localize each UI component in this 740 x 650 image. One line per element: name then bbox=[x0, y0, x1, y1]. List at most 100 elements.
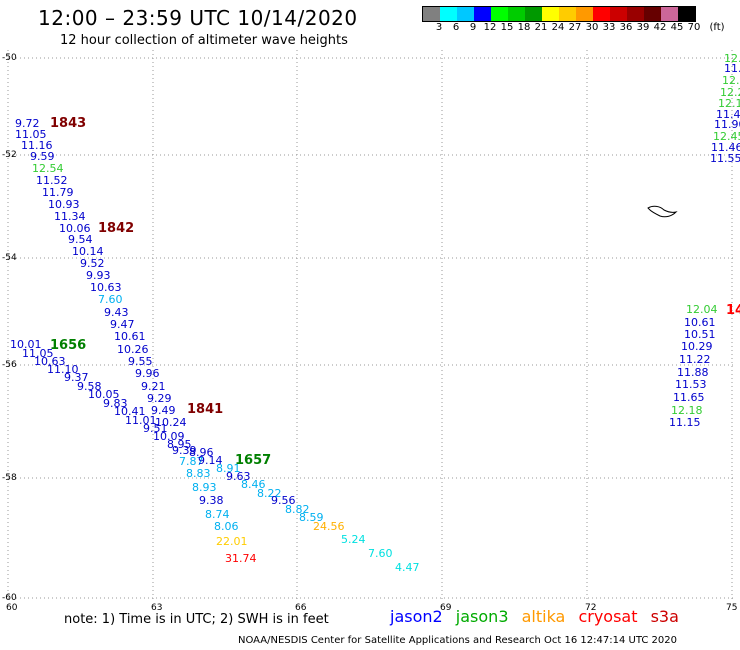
legend-jason3: jason3 bbox=[455, 607, 509, 626]
wave-height-label: 9.51 bbox=[143, 422, 168, 435]
wave-height-label: 9.39 bbox=[172, 444, 197, 457]
color-scale-label: 18 bbox=[517, 22, 531, 33]
color-scale-label: 15 bbox=[500, 22, 514, 33]
color-swatch bbox=[542, 7, 559, 21]
wave-height-label: 12.18 bbox=[671, 404, 703, 417]
color-scale-label: 45 bbox=[670, 22, 684, 33]
color-scale-label: 36 bbox=[619, 22, 633, 33]
color-swatch bbox=[525, 7, 542, 21]
pass-time-label: 14 bbox=[726, 303, 740, 318]
wave-height-label: 8.74 bbox=[205, 508, 230, 521]
color-scale-label: 6 bbox=[452, 22, 460, 33]
wave-height-label: 8.22 bbox=[257, 487, 282, 500]
wave-height-label: 11.88 bbox=[677, 366, 709, 379]
color-scale-label: 9 bbox=[469, 22, 477, 33]
color-scale-label: 30 bbox=[585, 22, 599, 33]
color-swatch bbox=[661, 7, 678, 21]
color-swatch bbox=[559, 7, 576, 21]
wave-height-label: 9.43 bbox=[104, 306, 129, 319]
wave-height-label: 9.83 bbox=[103, 397, 128, 410]
wave-height-label: 31.74 bbox=[225, 552, 257, 565]
latitude-label: -60 bbox=[2, 593, 17, 603]
wave-height-label: 9.54 bbox=[68, 233, 93, 246]
latitude-label: -50 bbox=[2, 53, 17, 63]
color-scale-label: 39 bbox=[636, 22, 650, 33]
wave-height-label: 12.2 bbox=[720, 86, 740, 99]
wave-height-label: 7.87 bbox=[179, 455, 204, 468]
wave-height-label: 10.05 bbox=[88, 388, 120, 401]
wave-height-label: 9.38 bbox=[199, 494, 224, 507]
latitude-label: -52 bbox=[2, 150, 17, 160]
longitude-label: 63 bbox=[151, 603, 163, 613]
page-subtitle: 12 hour collection of altimeter wave hei… bbox=[60, 33, 348, 48]
longitude-label: 66 bbox=[295, 603, 307, 613]
legend-altika: altika bbox=[521, 607, 566, 626]
wave-height-label: 9.96 bbox=[135, 367, 160, 380]
wave-height-label: 10.93 bbox=[48, 198, 80, 211]
wave-height-label: 8.46 bbox=[241, 478, 266, 491]
color-swatch bbox=[474, 7, 491, 21]
wave-height-label: 11.34 bbox=[54, 210, 86, 223]
color-scale-label: 21 bbox=[534, 22, 548, 33]
color-scale-label: 12 bbox=[483, 22, 497, 33]
wave-height-label: 11.53 bbox=[675, 378, 707, 391]
satellite-legend: jason2 jason3 altika cryosat s3a bbox=[390, 607, 687, 626]
color-swatch bbox=[440, 7, 457, 21]
wave-height-label: 12. bbox=[724, 52, 740, 65]
color-swatch bbox=[593, 7, 610, 21]
wave-height-label: 10.26 bbox=[117, 343, 149, 356]
color-scale-label: (ft) bbox=[709, 22, 725, 33]
wave-height-label: 9.14 bbox=[198, 454, 223, 467]
wave-height-label: 10.61 bbox=[114, 330, 146, 343]
color-swatch bbox=[576, 7, 593, 21]
wave-height-label: 9.52 bbox=[80, 257, 105, 270]
wave-height-label: 9.21 bbox=[141, 380, 166, 393]
longitude-label: 72 bbox=[585, 603, 597, 613]
wave-height-label: 11.10 bbox=[47, 363, 79, 376]
wave-height-label: 9.37 bbox=[64, 371, 89, 384]
wave-height-label: 9.93 bbox=[86, 269, 111, 282]
color-swatch bbox=[627, 7, 644, 21]
wave-height-label: 12.54 bbox=[32, 162, 64, 175]
color-swatch bbox=[610, 7, 627, 21]
pass-time-label: 1656 bbox=[50, 338, 87, 353]
wave-height-label: 11.22 bbox=[679, 353, 711, 366]
latitude-label: -54 bbox=[2, 253, 17, 263]
latitude-label: -58 bbox=[2, 473, 17, 483]
pass-time-label: 1841 bbox=[187, 402, 224, 417]
wave-height-label: 10.63 bbox=[90, 281, 122, 294]
color-swatch bbox=[644, 7, 661, 21]
wave-height-label: 9.63 bbox=[226, 470, 251, 483]
wave-height-label: 4.47 bbox=[395, 561, 420, 574]
wave-height-label: 12.45 bbox=[713, 130, 740, 143]
wave-height-label: 8.82 bbox=[285, 503, 310, 516]
color-scale-bar bbox=[422, 6, 696, 22]
wave-height-label: 9.59 bbox=[30, 150, 55, 163]
wave-height-label: 10.41 bbox=[114, 405, 146, 418]
wave-height-label: 10.51 bbox=[684, 328, 716, 341]
wave-height-label: 10.63 bbox=[34, 355, 66, 368]
pass-time-label: 1657 bbox=[235, 453, 272, 468]
wave-height-label: 10.01 bbox=[10, 338, 42, 351]
longitude-label: 75 bbox=[726, 603, 738, 613]
wave-height-label: 11.90 bbox=[714, 118, 740, 131]
wave-height-label: 11.46 bbox=[711, 141, 740, 154]
color-swatch bbox=[678, 7, 695, 21]
wave-height-label: 11.05 bbox=[22, 347, 54, 360]
wave-height-label: 9.29 bbox=[147, 392, 172, 405]
wave-height-label: 9.72 bbox=[15, 117, 40, 130]
footer-note: note: 1) Time is in UTC; 2) SWH is in fe… bbox=[64, 612, 329, 627]
wave-height-label: 11.15 bbox=[669, 416, 701, 429]
wave-height-label: 12. bbox=[722, 74, 740, 87]
wave-height-label: 9.47 bbox=[110, 318, 135, 331]
wave-height-label: 12.1 bbox=[718, 97, 740, 110]
wave-height-label: 11.79 bbox=[42, 186, 74, 199]
wave-height-label: 11.4 bbox=[716, 108, 740, 121]
credit-line: NOAA/NESDIS Center for Satellite Applica… bbox=[238, 635, 677, 646]
wave-height-label: 24.56 bbox=[313, 520, 345, 533]
wave-height-label: 8.96 bbox=[189, 446, 214, 459]
wave-height-label: 11.05 bbox=[15, 128, 47, 141]
longitude-label: 69 bbox=[440, 603, 452, 613]
wave-height-label: 9.56 bbox=[271, 494, 296, 507]
